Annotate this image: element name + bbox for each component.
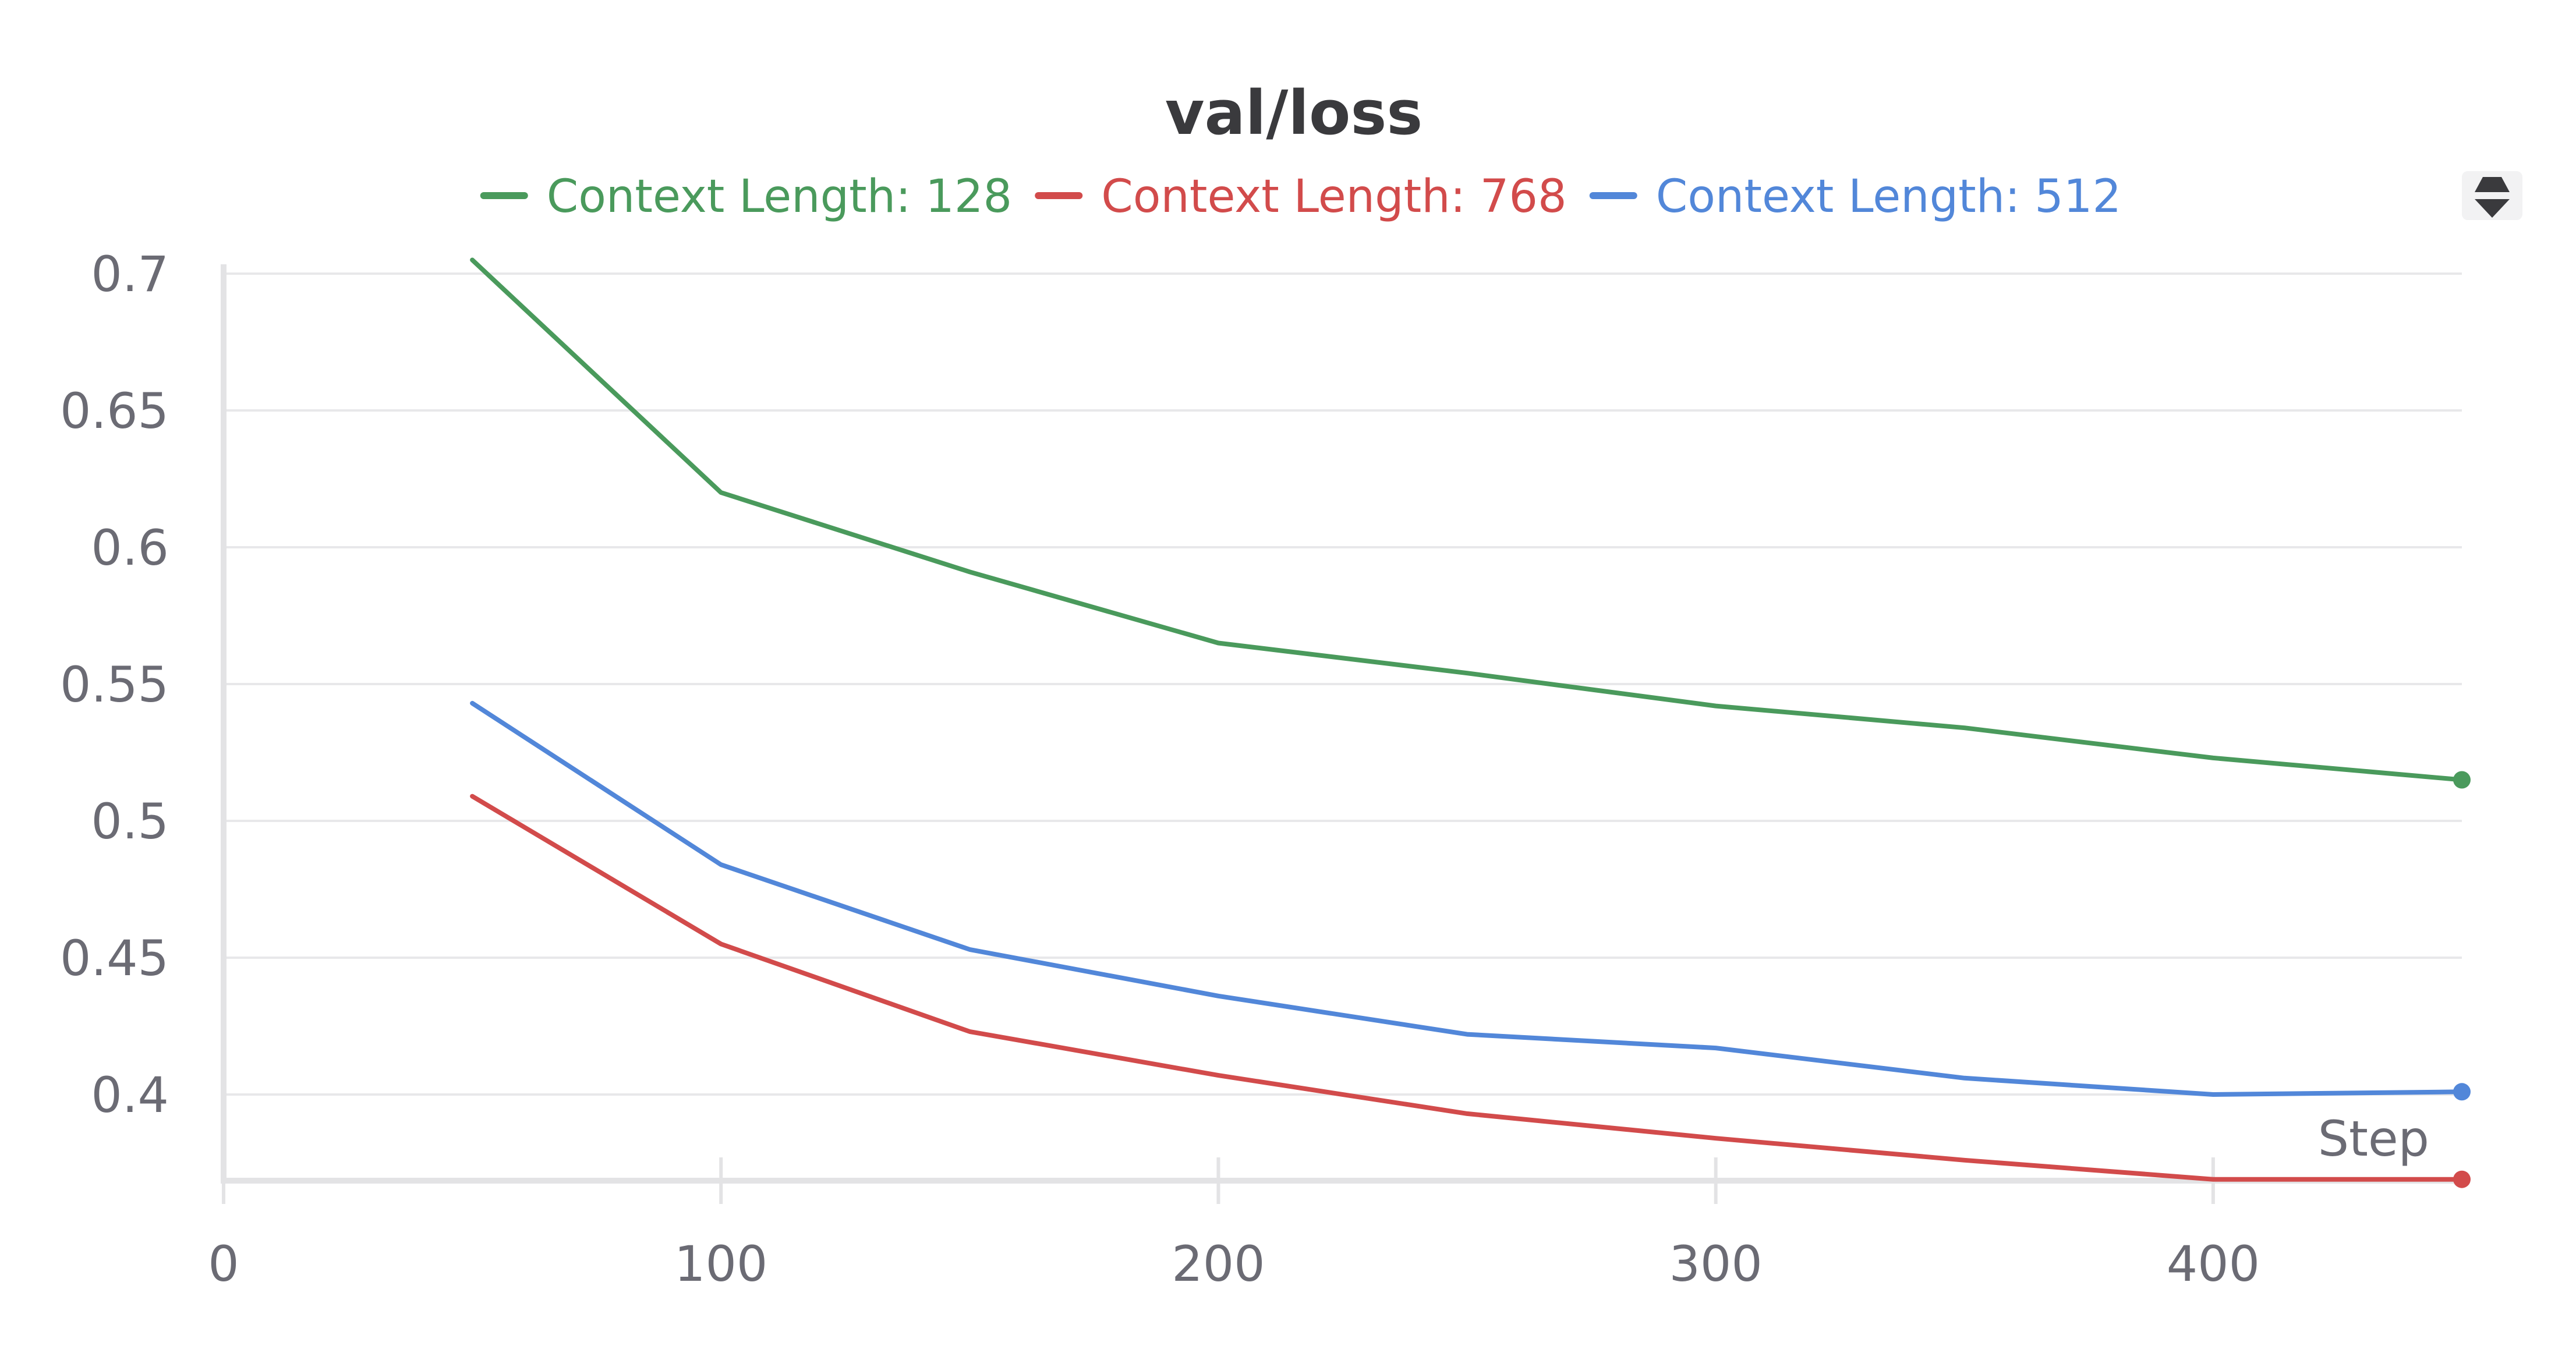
series-lines[interactable]	[470, 257, 2471, 1188]
y-tick-label: 0.65	[60, 382, 169, 440]
chart-title: val/loss	[1165, 77, 1423, 148]
x-tick-label: 100	[674, 1235, 767, 1292]
tick-labels: 0.4 0.45 0.5 0.55 0.6 0.65 0.7 0 100 200 300 400	[60, 246, 2260, 1292]
legend-toggle-background[interactable]	[2462, 171, 2522, 220]
legend-label: Context Length: 128	[547, 171, 1012, 223]
x-tick-label: 300	[1669, 1235, 1762, 1292]
legend-item-1[interactable]: Context Length: 768	[1035, 171, 1567, 223]
axes	[221, 264, 2462, 1204]
legend-toggle-button[interactable]	[2462, 171, 2522, 220]
legend-item-0[interactable]: Context Length: 128	[480, 171, 1012, 223]
series-line-1[interactable]	[470, 794, 2464, 1182]
y-tick-label: 0.45	[60, 930, 169, 987]
legend-label: Context Length: 768	[1101, 171, 1566, 223]
series-end-point-0[interactable]	[2453, 771, 2471, 789]
x-tick-label: 200	[1172, 1235, 1265, 1292]
series-line-2[interactable]	[470, 700, 2464, 1097]
x-tick-label: 0	[208, 1235, 239, 1292]
y-tick-label: 0.7	[91, 246, 169, 303]
series-end-point-1[interactable]	[2453, 1170, 2471, 1188]
sort-arrows-icon	[2475, 177, 2510, 218]
legend-item-2[interactable]: Context Length: 512	[1589, 171, 2121, 223]
legend-label: Context Length: 512	[1656, 171, 2121, 223]
legend[interactable]: Context Length: 128 Context Length: 768 Co…	[480, 171, 2121, 223]
y-tick-label: 0.6	[91, 519, 169, 576]
x-tick-label: 400	[2167, 1235, 2260, 1292]
y-tick-label: 0.5	[91, 793, 169, 850]
series-line-0[interactable]	[470, 257, 2464, 782]
gridlines	[224, 272, 2462, 1096]
y-tick-label: 0.55	[60, 656, 169, 713]
series-end-point-2[interactable]	[2453, 1083, 2471, 1101]
y-tick-label: 0.4	[91, 1067, 169, 1124]
x-axis-label: Step	[2318, 1110, 2429, 1167]
